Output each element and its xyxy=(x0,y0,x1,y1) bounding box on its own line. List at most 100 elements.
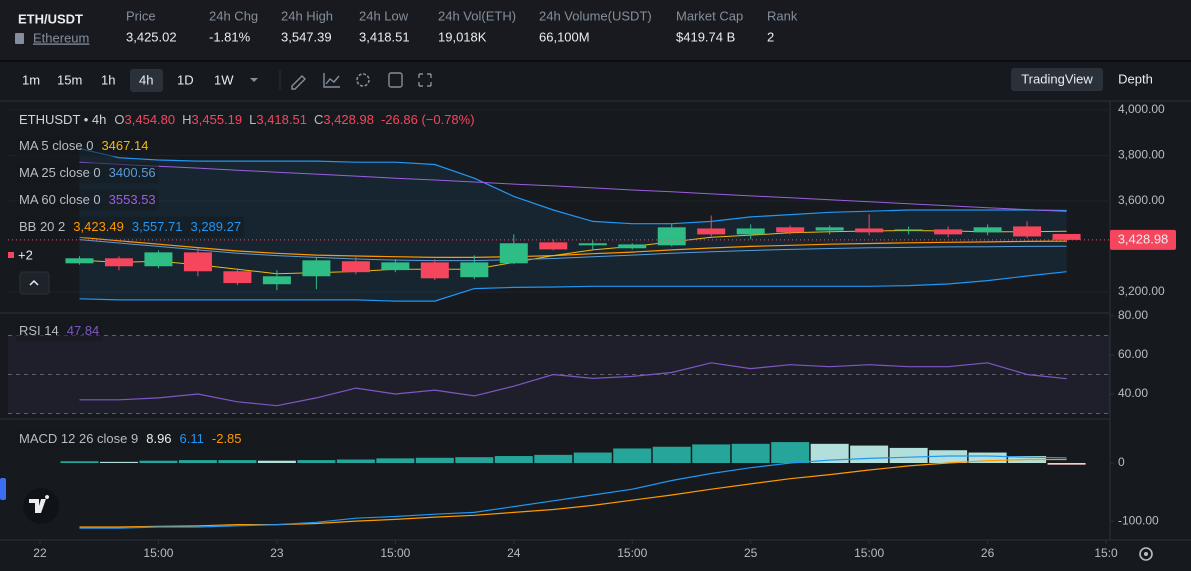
x-tick-label: 26 xyxy=(981,546,995,560)
interval[interactable]: 1m xyxy=(22,72,40,87)
y-tick-label: 4,000.00 xyxy=(1118,102,1165,116)
macd-histogram-bar xyxy=(573,452,612,464)
interval[interactable]: 4h xyxy=(139,72,153,87)
side-tab[interactable] xyxy=(0,478,6,500)
coin-link[interactable]: Ethereum xyxy=(33,30,89,45)
macd-histogram-bar xyxy=(652,446,691,464)
candle-body xyxy=(499,243,528,264)
badge-bg xyxy=(8,248,38,264)
ohlc-value: 3,454.80 xyxy=(125,112,176,127)
candle-body xyxy=(183,252,212,272)
view-tab[interactable]: Depth xyxy=(1118,71,1153,86)
interval[interactable]: 15m xyxy=(57,72,82,87)
x-tick-label: 24 xyxy=(507,546,521,560)
candle-body xyxy=(144,252,173,267)
stat-label: 24h Volume(USDT) xyxy=(539,8,652,23)
legend-value: -2.85 xyxy=(212,431,242,446)
macd-histogram-bar xyxy=(178,460,217,464)
macd-histogram-bar xyxy=(968,452,1007,464)
stat-label: Rank xyxy=(767,8,798,23)
legend-name: MACD 12 26 close 9 xyxy=(19,431,138,446)
bb-basis xyxy=(79,236,1067,258)
macd-histogram-bar xyxy=(771,442,810,464)
y-tick-label: 3,800.00 xyxy=(1118,148,1165,162)
candle-body xyxy=(420,262,449,279)
stat-label: 24h Chg xyxy=(209,8,258,23)
legend-value: 3,557.71 xyxy=(132,219,183,234)
interval[interactable]: 1h xyxy=(101,72,115,87)
chart-title: ETHUSDT • 4h xyxy=(19,112,106,127)
macd-histogram-bar xyxy=(376,458,415,464)
y-tick-label: 60.00 xyxy=(1118,347,1148,361)
x-tick-label: 15:0 xyxy=(1094,546,1118,560)
ohlc-key: H xyxy=(182,112,191,127)
legend-bg xyxy=(16,320,103,342)
candle-body xyxy=(223,271,252,284)
stat-label: 24h High xyxy=(281,8,333,23)
x-tick-label: 23 xyxy=(270,546,284,560)
stat-label: 24h Low xyxy=(359,8,409,23)
legend-row: MACD 12 26 close 9 8.96 6.11 -2.85 xyxy=(19,431,242,446)
interval[interactable]: 1W xyxy=(214,72,234,87)
macd-histogram-bar xyxy=(613,448,652,464)
plot: 4,000.00 3,800.00 3,600.00 3,200.00 3,428.98… xyxy=(8,102,1176,560)
y-tick-label: 40.00 xyxy=(1118,386,1148,400)
legend-bg xyxy=(16,189,159,211)
more-intervals[interactable] xyxy=(250,78,258,82)
macd-histogram-bar xyxy=(297,460,336,464)
collapse-button[interactable] xyxy=(19,271,50,295)
moving-average xyxy=(79,161,1067,212)
candle-body xyxy=(657,227,686,246)
macd-histogram-bar xyxy=(99,461,138,464)
fullscreen-tool[interactable] xyxy=(418,73,432,87)
save-tool[interactable] xyxy=(388,72,403,88)
candle-body xyxy=(618,244,647,249)
settings-tool[interactable] xyxy=(356,73,370,87)
legend-bg xyxy=(16,428,245,450)
draw-tool[interactable] xyxy=(291,75,306,90)
last-price-tag xyxy=(1110,229,1176,250)
candle-body xyxy=(776,227,805,233)
collapse-icon xyxy=(29,279,39,286)
candle-body xyxy=(1052,233,1081,240)
legend-value: 3400.56 xyxy=(109,165,156,180)
candle-body xyxy=(894,229,923,231)
candle-body xyxy=(381,262,410,271)
ohlc-change: -26.86 (−0.78%) xyxy=(381,112,475,127)
last-price-label: 3,428.98 xyxy=(1118,231,1169,246)
legend-value: 8.96 xyxy=(146,431,171,446)
interval[interactable]: 1D xyxy=(177,72,194,87)
macd-histogram-bar xyxy=(218,460,257,464)
candle-body xyxy=(578,243,607,246)
views: TradingView Depth xyxy=(1011,68,1153,91)
legend-name: BB 20 2 xyxy=(19,219,65,234)
interval-active-bg xyxy=(130,69,163,92)
macd-histogram-bar xyxy=(257,460,296,464)
macd-histogram-bar xyxy=(455,457,494,464)
axis-settings-dot xyxy=(1144,552,1148,556)
candle-body xyxy=(815,227,844,231)
candle-body xyxy=(697,228,726,235)
x-tick-label: 15:00 xyxy=(617,546,647,560)
ohlc-value: 3,418.51 xyxy=(256,112,307,127)
toolbar xyxy=(0,62,1191,100)
ohlc-key: C xyxy=(314,112,323,127)
candle-body xyxy=(539,242,568,250)
macd-histogram-bar xyxy=(415,457,454,464)
x-tick-label: 15:00 xyxy=(380,546,410,560)
legend-name: MA 25 close 0 xyxy=(19,165,101,180)
candle-body xyxy=(1013,226,1042,237)
stat-label: 24h Vol(ETH) xyxy=(438,8,516,23)
axis-settings[interactable] xyxy=(1139,547,1153,561)
macd-histogram-bar xyxy=(810,443,849,464)
view-tab[interactable]: TradingView xyxy=(1021,71,1093,86)
symbol: ETH/USDT xyxy=(18,11,83,26)
indicator-tool[interactable] xyxy=(323,73,340,88)
legend-value: 3467.14 xyxy=(101,138,148,153)
macd-histogram-bar xyxy=(139,460,178,464)
stat-value: 66,100M xyxy=(539,29,590,44)
macd-histogram-bar xyxy=(889,447,928,464)
macd-signal-line xyxy=(79,458,1067,528)
legend-value: 6.11 xyxy=(180,431,204,446)
